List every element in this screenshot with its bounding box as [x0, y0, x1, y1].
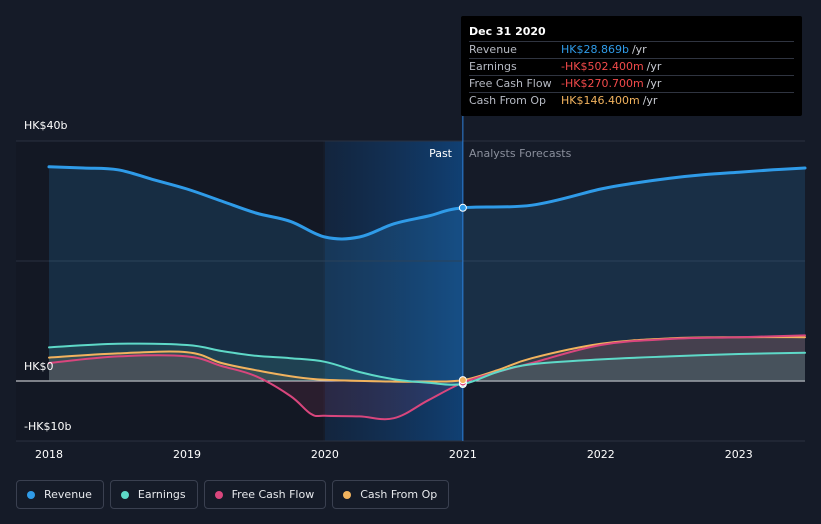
earnings-line	[48, 342, 806, 386]
tooltip-row-earnings: Earnings -HK$502.400m /yr	[469, 59, 794, 76]
revenue-area	[49, 166, 805, 381]
forecast-label: Analysts Forecasts	[469, 147, 572, 160]
free-cash-flow-line	[48, 334, 806, 421]
y-tick-label: HK$0	[24, 360, 53, 373]
x-tick-label: 2019	[173, 448, 201, 461]
series-areas	[49, 166, 805, 420]
tooltip-value: -HK$502.400m	[561, 60, 644, 73]
legend-label: Revenue	[44, 488, 92, 501]
earnings-dot-icon	[120, 490, 129, 499]
y-tick-label: HK$40b	[24, 119, 67, 132]
tooltip-unit: /yr	[646, 77, 662, 90]
legend-label: Cash From Op	[360, 488, 438, 501]
tooltip-date: Dec 31 2020	[469, 25, 794, 42]
past-highlight-band	[324, 141, 463, 441]
x-tick-label: 2022	[587, 448, 615, 461]
free-cash-flow-area	[49, 335, 805, 420]
tooltip-label: Earnings	[469, 60, 517, 73]
x-tick-label: 2020	[311, 448, 339, 461]
free-cash-flow-dot-icon	[214, 490, 223, 499]
tooltip-value: HK$28.869b	[561, 43, 629, 56]
x-axis-labels: 2018 2019 2020 2021 2022 2023	[35, 448, 753, 461]
cash-from-op-marker	[458, 376, 467, 385]
tooltip: Dec 31 2020 Revenue HK$28.869b /yr Earni…	[461, 16, 802, 116]
y-tick-label: -HK$10b	[24, 420, 71, 433]
plot-background-past	[16, 141, 323, 441]
legend-item-revenue[interactable]: Revenue	[16, 480, 104, 509]
x-tick-label: 2021	[449, 448, 477, 461]
data-markers	[458, 203, 467, 389]
tooltip-label: Free Cash Flow	[469, 77, 552, 90]
series-lines	[47, 165, 807, 421]
legend-item-cash-from-op[interactable]: Cash From Op	[332, 480, 450, 509]
legend-item-free-cash-flow[interactable]: Free Cash Flow	[203, 480, 327, 509]
tooltip-value: -HK$270.700m	[561, 77, 644, 90]
revenue-line	[47, 165, 807, 241]
y-axis-labels: HK$40b HK$0 -HK$10b	[24, 119, 71, 433]
revenue-marker	[458, 203, 467, 212]
tooltip-row-free-cash-flow: Free Cash Flow -HK$270.700m /yr	[469, 76, 794, 93]
tooltip-row-cash-from-op: Cash From Op HK$146.400m /yr	[469, 93, 794, 110]
tooltip-label: Revenue	[469, 43, 517, 56]
cash-from-op-dot-icon	[343, 490, 352, 499]
tooltip-row-revenue: Revenue HK$28.869b /yr	[469, 42, 794, 59]
x-tick-label: 2023	[725, 448, 753, 461]
legend-item-earnings[interactable]: Earnings	[109, 480, 198, 509]
legend-label: Earnings	[137, 488, 186, 501]
x-tick-label: 2018	[35, 448, 63, 461]
tooltip-label: Cash From Op	[469, 94, 547, 107]
legend-label: Free Cash Flow	[231, 488, 315, 501]
tooltip-unit: /yr	[646, 60, 662, 73]
tooltip-unit: /yr	[631, 43, 647, 56]
legend: Revenue Earnings Free Cash Flow Cash Fro…	[16, 480, 450, 509]
revenue-dot-icon	[27, 490, 35, 499]
tooltip-unit: /yr	[642, 94, 658, 107]
tooltip-value: HK$146.400m	[561, 94, 640, 107]
past-label: Past	[429, 147, 453, 160]
